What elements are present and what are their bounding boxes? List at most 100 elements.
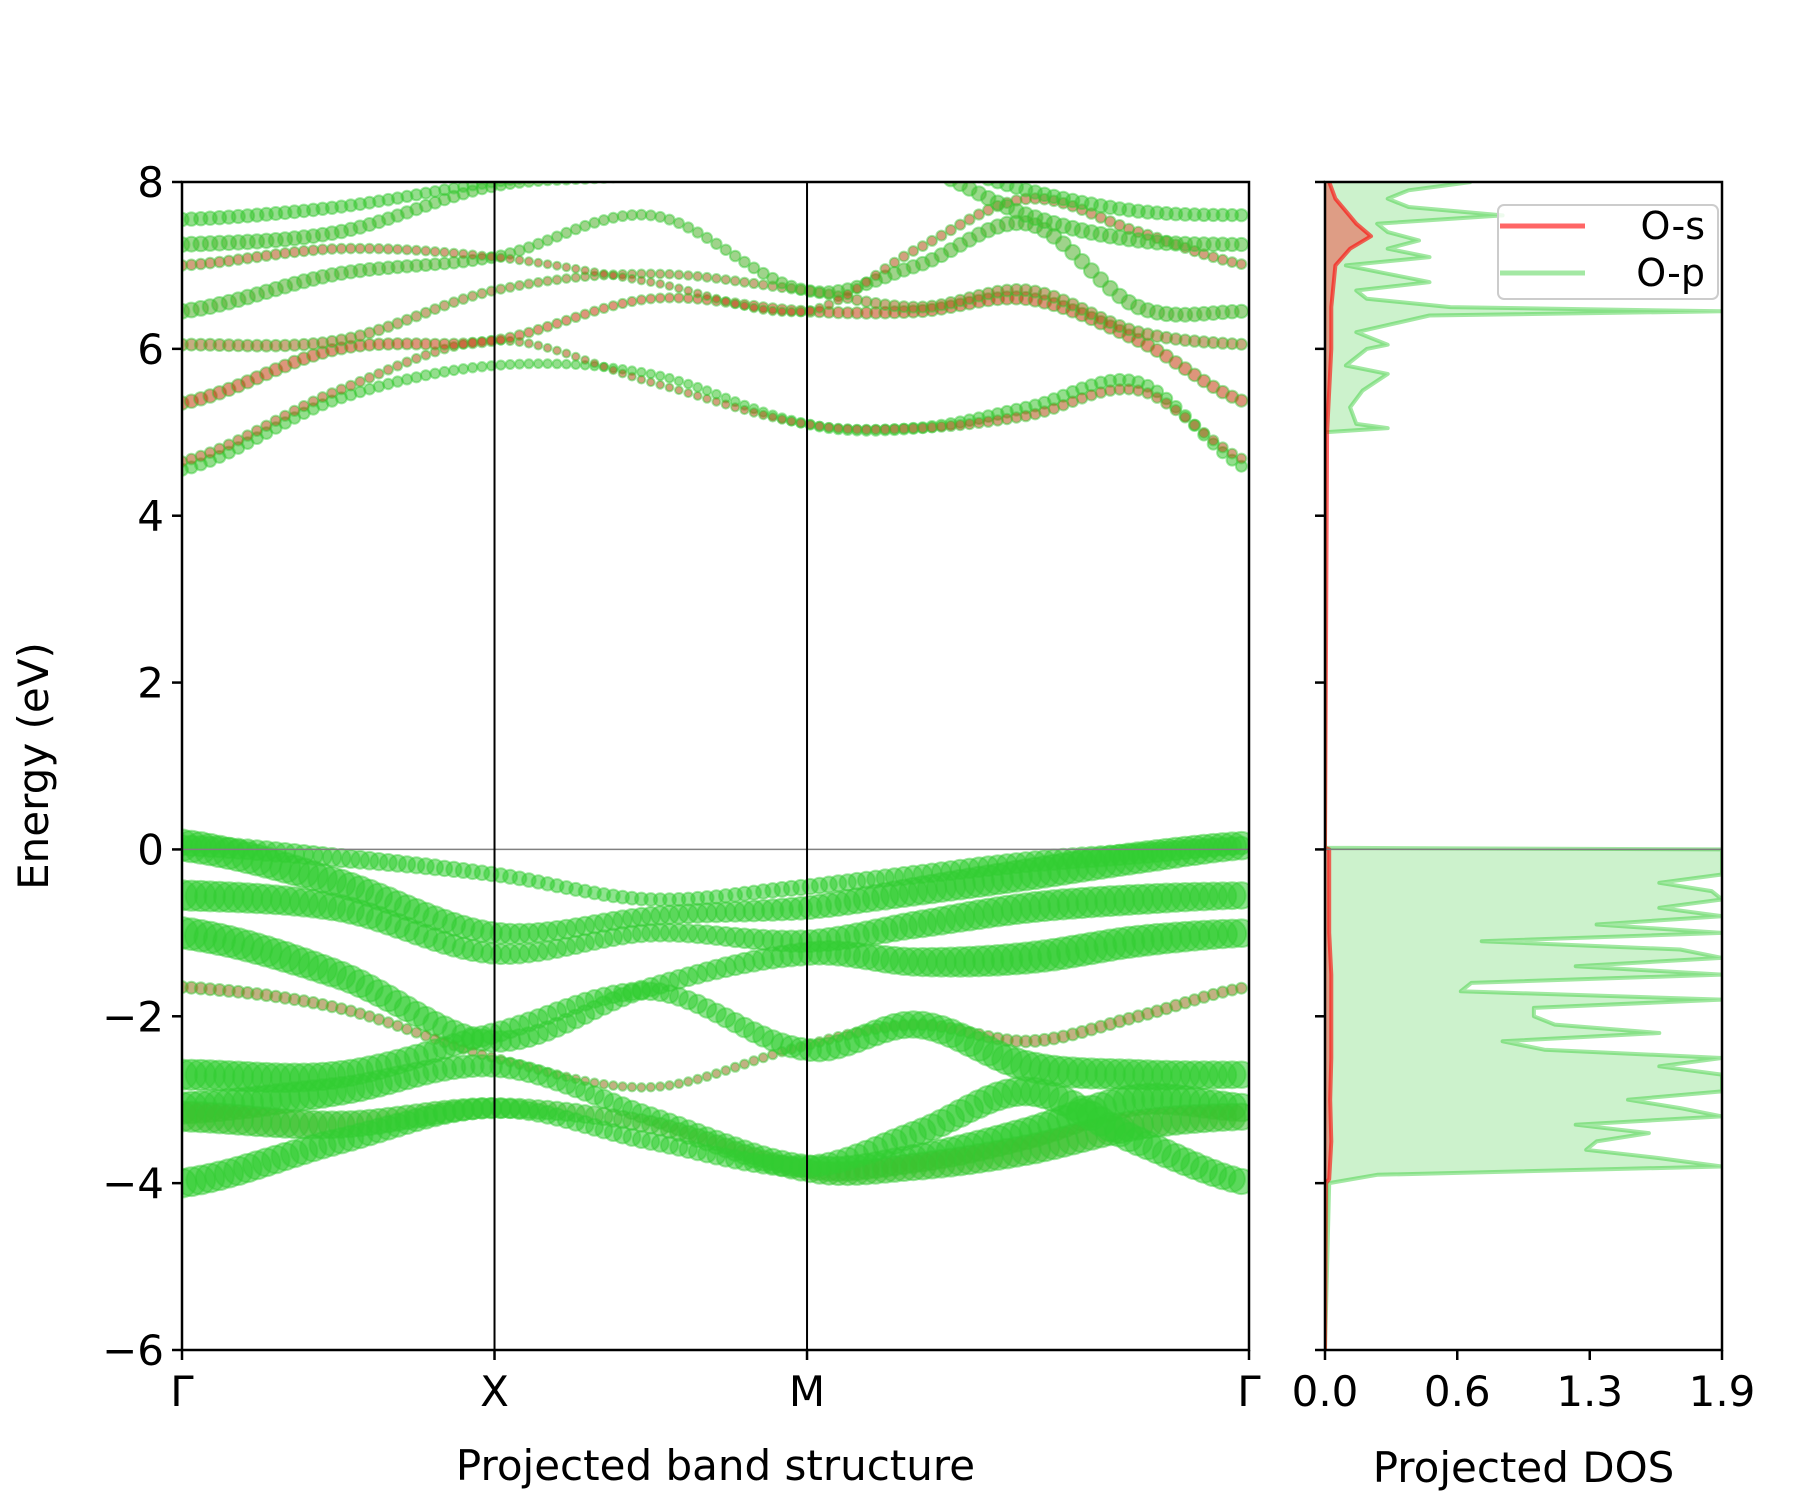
band-marker <box>972 208 986 221</box>
band-marker <box>523 278 535 290</box>
band-xlabel: Projected band structure <box>456 1441 975 1490</box>
band-marker <box>665 165 675 175</box>
band-marker <box>711 293 722 304</box>
band-marker <box>466 362 479 374</box>
band-9 <box>182 358 1248 477</box>
y-tick-label: 0 <box>137 825 164 874</box>
band-marker <box>1169 404 1182 417</box>
band-marker <box>898 250 910 263</box>
band-marker <box>619 182 626 183</box>
band-marker <box>448 296 460 309</box>
band-marker <box>513 244 526 257</box>
band-marker <box>898 422 910 435</box>
band-marker <box>542 275 553 287</box>
band-marker <box>767 412 778 423</box>
band-marker <box>523 358 535 370</box>
dos-x-tick-label: 0.0 <box>1292 1367 1359 1416</box>
band-marker <box>410 1026 423 1039</box>
band-marker <box>570 272 582 283</box>
band-marker <box>776 137 787 148</box>
band-marker <box>786 128 796 138</box>
band-marker <box>232 434 245 447</box>
band-marker <box>954 163 967 176</box>
band-marker <box>674 155 683 164</box>
band-marker <box>832 294 844 306</box>
band-marker <box>1158 348 1174 364</box>
band-marker <box>776 306 788 318</box>
band-marker <box>618 165 627 174</box>
band-marker <box>579 308 591 320</box>
band-13 <box>182 208 1249 323</box>
band-marker <box>1235 258 1248 271</box>
band-marker <box>522 241 536 254</box>
band-marker <box>701 271 713 283</box>
band-marker <box>860 276 873 288</box>
band-marker <box>580 265 590 276</box>
band-marker <box>963 213 976 226</box>
band-marker <box>916 240 929 253</box>
dos-line-O-p <box>1325 182 1722 1350</box>
band-marker <box>684 153 693 162</box>
band-marker <box>541 320 554 333</box>
band-marker <box>937 182 945 183</box>
band-marker <box>476 361 488 373</box>
band-marker <box>663 213 676 226</box>
band-marker <box>701 1071 713 1082</box>
band-marker <box>617 368 628 379</box>
band-marker <box>673 1078 685 1089</box>
band-marker <box>1234 208 1249 223</box>
band-marker <box>721 150 731 160</box>
band-marker <box>739 404 750 416</box>
band-marker <box>710 237 723 251</box>
band-marker <box>665 157 674 166</box>
band-marker <box>805 127 816 138</box>
band-marker <box>571 169 580 178</box>
band-marker <box>562 170 571 179</box>
band-marker <box>739 145 750 156</box>
band-marker <box>646 161 655 170</box>
band-marker <box>504 359 516 370</box>
band-marker <box>382 1016 395 1029</box>
band-marker <box>636 1082 647 1093</box>
band-marker <box>1227 881 1249 910</box>
band-marker <box>935 158 948 171</box>
band-marker <box>1197 426 1210 439</box>
band-marker <box>1141 387 1154 400</box>
band-marker <box>700 231 714 244</box>
band-marker <box>749 135 759 145</box>
band-marker <box>730 298 741 309</box>
band-marker <box>692 381 704 393</box>
band-marker <box>609 166 618 175</box>
band-marker <box>532 237 545 251</box>
band-marker <box>552 260 562 271</box>
band-marker <box>655 279 666 289</box>
band-marker <box>739 300 750 312</box>
band-marker <box>429 246 441 258</box>
band-marker <box>683 270 694 281</box>
band-marker <box>777 129 787 139</box>
band-marker <box>532 277 544 288</box>
dos-curves <box>1325 182 1722 1350</box>
band-marker <box>589 358 600 369</box>
band-3 <box>182 916 1249 1053</box>
band-marker <box>879 423 892 436</box>
band-marker <box>758 409 769 421</box>
band-marker <box>692 270 704 282</box>
dos-x-tick-label: 0.6 <box>1424 1367 1491 1416</box>
band-marker <box>561 358 572 370</box>
band-marker <box>1083 262 1100 280</box>
band-marker <box>935 229 948 242</box>
band-marker <box>523 326 535 339</box>
band-marker <box>739 1058 750 1070</box>
band-marker <box>354 375 366 388</box>
band-marker <box>550 230 564 243</box>
band-marker <box>776 414 788 425</box>
band-marker <box>636 374 647 385</box>
band-marker <box>495 252 506 263</box>
band-marker <box>664 268 675 280</box>
band-marker <box>561 348 572 359</box>
band-marker <box>654 370 666 382</box>
band-marker <box>747 261 761 275</box>
